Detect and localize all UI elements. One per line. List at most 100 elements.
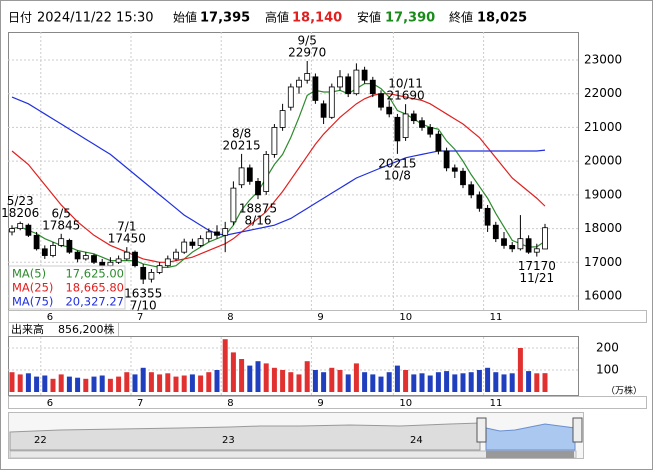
candle-body [91,255,97,263]
candle-body [427,127,434,135]
volume-bar [321,372,327,392]
volume-bar [42,375,48,392]
volume-value: 856,200株 [58,322,115,336]
header-label: 高値 [265,10,289,25]
volume-bar [230,352,236,392]
candle-body [476,194,483,209]
candle-body [82,255,89,260]
volume-bar [534,373,540,392]
annotation-value: 20215 [223,138,261,152]
y-tick-label: 17000 [584,255,622,269]
candle-body [369,79,376,95]
x-tick-label: 6 [47,312,53,323]
volume-bar [75,377,81,392]
navigator-handle[interactable] [572,417,583,443]
x-tick-label: 9 [317,398,323,409]
volume-bar [444,371,450,392]
volume-bar [25,373,31,392]
candle-body [492,224,499,240]
candle-body [156,265,163,273]
volume-bar [370,374,376,392]
annotation-value: 17450 [108,232,146,246]
candle-body [271,127,278,155]
navigator-handle[interactable] [476,417,487,443]
volume-bar [206,372,212,392]
volume-bar [419,373,425,392]
header-label: 安値 [357,10,381,25]
legend-box [8,265,126,310]
volume-bar [394,365,400,392]
candle-body [501,238,507,246]
candle-body [525,238,532,253]
annotation-date: 8/16 [245,214,272,228]
volume-bar [403,370,409,392]
candle-body [468,184,475,196]
annotation-value: 20215 [378,156,416,170]
header-open: 17,395 [200,11,250,26]
volume-bar [140,367,146,392]
volume-bar [509,373,515,392]
candle-body [263,153,270,192]
y-tick-label: 16000 [584,289,622,303]
candle-body [74,251,81,260]
candle-body [17,223,24,229]
legend-value: 20,327.27 [65,295,124,309]
x-tick-label: 8 [227,312,233,323]
candle-body [287,86,294,108]
month-row [8,396,647,409]
annotation-date: 5/23 [7,194,34,208]
month-row [8,310,647,323]
candle-body [533,248,540,253]
x-tick-label: 9 [317,312,323,323]
navigator-selection [485,423,576,451]
volume-bar [173,376,179,392]
scrollbar-thumb[interactable] [486,451,574,458]
volume-bar [345,374,351,392]
candle-body [386,106,393,115]
candle-body [410,113,417,122]
volume-bar [304,361,310,392]
volume-bar [91,376,97,392]
volume-bar [280,370,286,392]
annotation-value: 21690 [387,89,425,103]
legend-value: 18,665.80 [65,281,124,295]
volume-bar [50,378,56,392]
ma-line [11,96,546,236]
candle-body [33,234,40,250]
candle-body [173,251,179,260]
candle-body [189,241,196,246]
volume-bar [124,372,130,392]
volume-bar [476,370,482,392]
scrollbar[interactable] [9,450,577,459]
volume-bar [468,372,474,392]
x-tick-label: 10 [399,398,412,409]
candle-body [509,245,516,250]
annotation-value: 18875 [239,202,277,216]
header-label: 始値 [173,10,197,25]
volume-bar [485,367,491,392]
candle-body [394,116,401,142]
y-tick-label: 23000 [584,52,622,66]
candle-body [337,76,343,88]
annotation-date: 6/5 [52,206,71,220]
candle-body [361,69,368,81]
volume-bar [452,374,458,392]
volume-bar [198,375,204,392]
navigator-label: 24 [410,435,423,446]
candle-body [222,228,229,236]
x-tick-label: 11 [490,398,503,409]
navigator-area [9,422,481,451]
candle-body [148,272,155,280]
annotation-date: 9/5 [298,33,317,47]
candle-body [320,103,327,118]
volume-bar [353,363,359,392]
header-low: 17,390 [385,11,435,26]
x-tick-label: 7 [137,312,143,323]
candle-body [312,76,319,101]
annotation-date: 10/8 [384,168,411,182]
volume-bar [189,374,195,392]
volume-bar [271,367,277,392]
annotation-date: 10/11 [388,77,423,91]
y-tick-label: 22000 [584,86,622,100]
annotation-date: 8/8 [232,126,251,140]
